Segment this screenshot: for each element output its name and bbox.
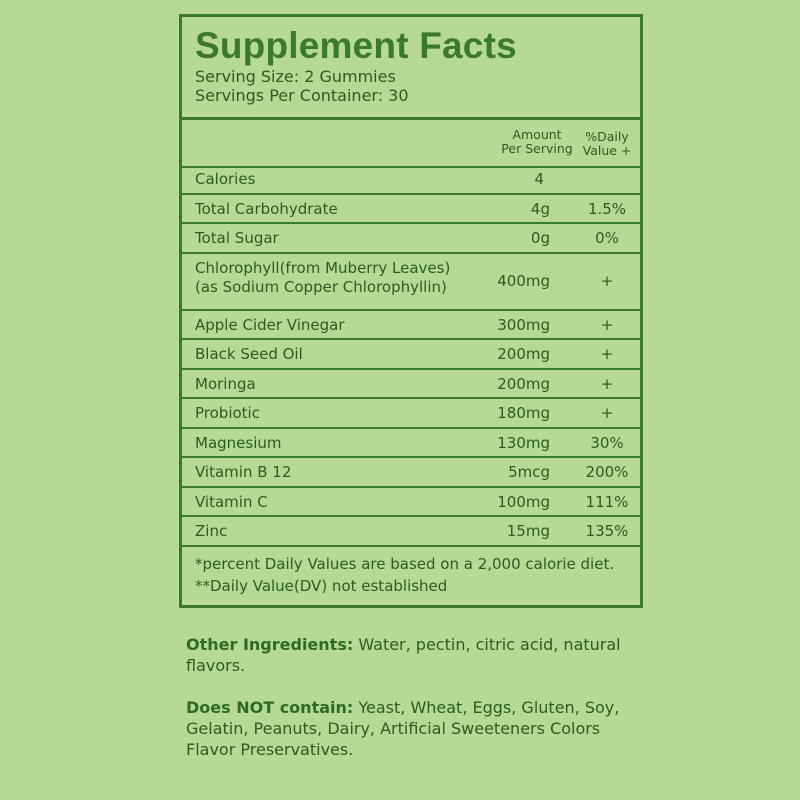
nutrient-amount: 200mg xyxy=(497,345,550,363)
nutrient-name: Calories xyxy=(195,170,256,188)
nutrient-dv: + xyxy=(600,315,614,334)
nutrient-amount: 100mg xyxy=(497,492,550,511)
other-ingredients-label: Other Ingredients: xyxy=(186,635,354,654)
does-not-contain-text: Yeast, Wheat, Eggs, Gluten, Soy, Gelatin… xyxy=(186,698,620,759)
nutrient-name: Black Seed Oil xyxy=(195,345,303,363)
nutrient-amount: 300mg xyxy=(497,315,550,334)
table-row: Magnesium 130mg 30% xyxy=(182,429,640,458)
nutrient-name: Total Sugar xyxy=(195,229,279,247)
nutrient-dv: 111% xyxy=(585,492,629,511)
nutrient-amount: 15mg xyxy=(506,522,550,540)
nutrient-dv: + xyxy=(600,374,614,393)
amount-header-line1: Amount xyxy=(512,127,562,142)
nutrient-name: Chlorophyll(from Muberry Leaves) (as Sodi… xyxy=(195,259,450,297)
nutrient-name: Probiotic xyxy=(195,404,260,422)
nutrient-dv: 200% xyxy=(585,463,629,481)
nutrient-amount: 0g xyxy=(530,229,550,247)
nutrient-amount: 4 xyxy=(534,170,544,188)
panel-title: Supplement Facts xyxy=(195,25,517,66)
nutrient-dv: + xyxy=(600,345,614,363)
table-row: Vitamin B 12 5mcg 200% xyxy=(182,458,640,488)
nutrient-amount: 130mg xyxy=(497,433,550,452)
nutrient-name: Moringa xyxy=(195,374,256,393)
nutrient-dv: 30% xyxy=(590,433,624,452)
nutrient-name: Vitamin B 12 xyxy=(195,463,292,481)
table-row: Apple Cider Vinegar 300mg + xyxy=(182,311,640,340)
nutrient-name: Magnesium xyxy=(195,433,282,452)
table-row: Chlorophyll(from Muberry Leaves) (as Sodi… xyxy=(182,254,640,311)
nutrient-dv: + xyxy=(600,271,614,290)
nutrient-dv: + xyxy=(600,404,614,422)
nutrient-rows: Calories 4 Total Carbohydrate 4g 1.5% Total… xyxy=(182,165,640,547)
table-row: Moringa 200mg + xyxy=(182,370,640,399)
amount-header: Amount Per Serving xyxy=(482,128,592,156)
nutrient-name-line1: Chlorophyll(from Muberry Leaves) xyxy=(195,258,451,277)
table-row: Zinc 15mg 135% xyxy=(182,517,640,547)
footnote-dv-not-established: **Daily Value(DV) not established xyxy=(195,577,448,595)
nutrient-name: Zinc xyxy=(195,522,228,540)
nutrient-amount: 5mcg xyxy=(508,463,550,481)
does-not-contain: Does NOT contain: Yeast, Wheat, Eggs, Gl… xyxy=(186,697,626,760)
dv-header: %Daily Value + xyxy=(574,130,640,158)
table-row: Probiotic 180mg + xyxy=(182,399,640,429)
supplement-facts-panel: Supplement Facts Serving Size: 2 Gummies… xyxy=(179,14,643,608)
amount-header-line2: Per Serving xyxy=(501,141,573,156)
table-row: Calories 4 xyxy=(182,165,640,195)
dv-header-line1: %Daily xyxy=(585,129,629,144)
nutrient-dv: 135% xyxy=(585,522,629,540)
nutrient-name: Vitamin C xyxy=(195,492,268,511)
servings-per-container: Servings Per Container: 30 xyxy=(195,86,409,105)
serving-size: Serving Size: 2 Gummies xyxy=(195,67,396,86)
footnotes: *percent Daily Values are based on a 2,0… xyxy=(195,553,614,597)
nutrient-amount: 4g xyxy=(530,199,550,218)
nutrient-name-line2: (as Sodium Copper Chlorophyllin) xyxy=(195,277,447,296)
nutrient-amount: 180mg xyxy=(497,404,550,422)
does-not-contain-label: Does NOT contain: xyxy=(186,698,354,717)
dv-header-line2: Value + xyxy=(582,143,632,158)
nutrient-dv: 1.5% xyxy=(587,199,627,218)
table-row: Black Seed Oil 200mg + xyxy=(182,340,640,370)
column-header: Amount Per Serving %Daily Value + xyxy=(182,117,640,168)
footnote-daily-values: *percent Daily Values are based on a 2,0… xyxy=(195,555,615,573)
other-ingredients-text: Water, pectin, citric acid, natural flav… xyxy=(186,635,621,675)
nutrient-amount: 200mg xyxy=(497,374,550,393)
table-row: Total Sugar 0g 0% xyxy=(182,224,640,254)
nutrient-amount: 400mg xyxy=(497,271,550,290)
other-ingredients: Other Ingredients: Water, pectin, citric… xyxy=(186,634,626,676)
nutrient-name: Total Carbohydrate xyxy=(195,199,338,218)
table-row: Vitamin C 100mg 111% xyxy=(182,488,640,517)
table-row: Total Carbohydrate 4g 1.5% xyxy=(182,195,640,224)
nutrient-dv: 0% xyxy=(595,229,619,247)
nutrient-name: Apple Cider Vinegar xyxy=(195,315,345,334)
